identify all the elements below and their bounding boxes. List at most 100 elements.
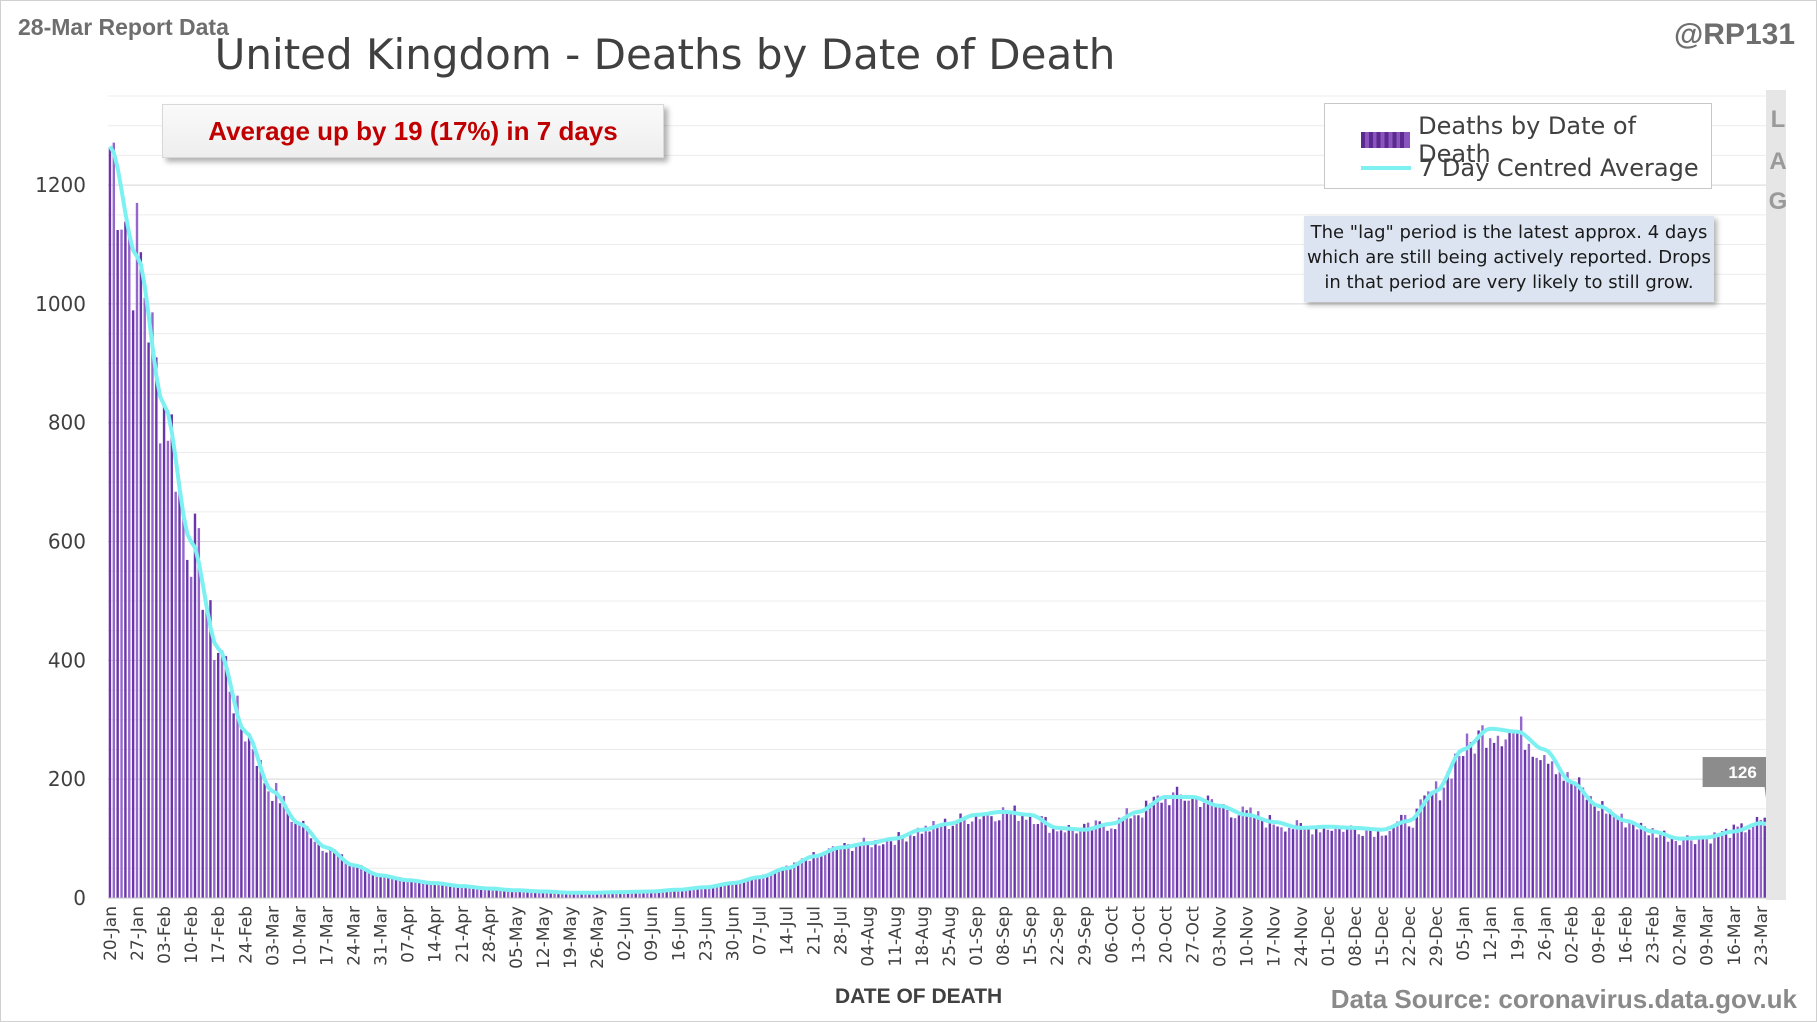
deaths-bar (170, 414, 173, 898)
x-tick-label: 30-Jun (723, 906, 743, 961)
deaths-bar (131, 310, 135, 898)
deaths-bar (1450, 778, 1453, 898)
deaths-bar (901, 836, 904, 898)
deaths-bar (808, 860, 811, 898)
deaths-bar (936, 824, 939, 898)
x-tick-label: 22-Sep (1048, 906, 1068, 966)
deaths-bar (294, 820, 297, 898)
x-tick-label: 17-Nov (1265, 906, 1285, 967)
deaths-bar (1168, 805, 1171, 898)
deaths-bar (1427, 791, 1430, 898)
deaths-bar (479, 888, 483, 898)
deaths-bar (472, 888, 475, 898)
deaths-bar (561, 892, 564, 898)
deaths-bar (1585, 799, 1589, 898)
deaths-bar (1287, 827, 1291, 898)
deaths-bar (997, 820, 1001, 898)
deaths-bar (1620, 813, 1623, 898)
x-tick-label: 20-Jan (101, 906, 121, 961)
deaths-bar (854, 846, 858, 898)
deaths-bar (178, 482, 181, 898)
deaths-bar (1218, 805, 1221, 898)
deaths-bar (1191, 795, 1194, 898)
deaths-bar (108, 148, 112, 898)
deaths-bar (1477, 730, 1480, 898)
deaths-bar (522, 890, 525, 898)
lag-letter-l: L (1770, 106, 1786, 133)
deaths-bar (340, 854, 344, 898)
deaths-bar (209, 600, 212, 898)
deaths-bar (564, 892, 568, 898)
deaths-bar (1411, 827, 1415, 898)
deaths-bar (205, 609, 208, 898)
deaths-bar (1338, 826, 1341, 898)
x-tick-label: 08-Sep (994, 906, 1014, 966)
deaths-bar (162, 405, 166, 898)
deaths-bar (804, 859, 808, 898)
deaths-bar (584, 892, 587, 898)
deaths-bar (263, 783, 266, 898)
deaths-bar (1253, 817, 1256, 898)
deaths-bar (1206, 795, 1210, 898)
deaths-bar (943, 818, 947, 898)
x-tick-label: 09-Mar (1698, 906, 1718, 966)
x-tick-label: 19-Jan (1508, 906, 1528, 961)
deaths-bar (1141, 817, 1144, 898)
deaths-bar (1152, 796, 1156, 898)
deaths-bar (812, 852, 815, 898)
x-tick-label: 07-Jul (750, 906, 770, 955)
deaths-bar (1523, 749, 1527, 898)
deaths-bar (893, 844, 897, 898)
deaths-bar (290, 821, 293, 898)
deaths-bar (1083, 823, 1086, 898)
deaths-bar (1241, 806, 1244, 898)
deaths-bar (1237, 815, 1241, 898)
deaths-bar (1721, 830, 1724, 898)
deaths-bar (213, 660, 216, 898)
deaths-bar (1597, 810, 1600, 898)
deaths-bar (1554, 774, 1558, 898)
deaths-bar (607, 892, 610, 898)
deaths-bar (155, 357, 158, 898)
deaths-bar (1755, 816, 1759, 898)
deaths-bar (418, 881, 421, 898)
deaths-bar (1380, 835, 1384, 898)
deaths-bar (553, 892, 556, 898)
deaths-bar (738, 880, 742, 898)
line-swatch-icon (1361, 166, 1411, 170)
x-tick-label: 24-Mar (345, 906, 365, 966)
deaths-bar (201, 609, 204, 898)
x-tick-label: 08-Dec (1346, 906, 1366, 967)
deaths-bar (839, 848, 842, 898)
deaths-bar (1724, 828, 1728, 898)
deaths-bar (1311, 834, 1314, 898)
deaths-bar (1608, 809, 1612, 898)
x-tick-label: 29-Dec (1427, 906, 1447, 967)
deaths-bar (1376, 827, 1380, 898)
deaths-bar (1179, 794, 1183, 898)
deaths-bar (1701, 838, 1705, 898)
deaths-bar (244, 741, 247, 898)
deaths-bar (193, 513, 197, 898)
deaths-bar (947, 828, 951, 898)
deaths-bar (580, 892, 583, 898)
deaths-bar (503, 888, 506, 898)
deaths-bar (1454, 753, 1457, 898)
deaths-bar (630, 892, 634, 898)
deaths-bar (1736, 826, 1739, 898)
deaths-bar (1280, 827, 1283, 898)
deaths-bar (851, 851, 854, 898)
chart-legend: Deaths by Date of Death 7 Day Centred Av… (1324, 103, 1712, 189)
deaths-bar (982, 816, 985, 898)
x-tick-label: 24-Feb (236, 906, 256, 964)
deaths-bar (445, 883, 448, 898)
deaths-bar (541, 891, 545, 898)
deaths-bar (348, 864, 351, 898)
deaths-bar (1558, 771, 1562, 898)
x-tick-label: 02-Jun (615, 906, 635, 961)
x-tick-label: 11-Aug (886, 906, 906, 967)
legend-item-line: 7 Day Centred Average (1361, 154, 1699, 182)
deaths-bar (1334, 826, 1337, 898)
data-source-label: Data Source: coronavirus.data.gov.uk (1330, 984, 1797, 1014)
deaths-bar (236, 695, 239, 898)
